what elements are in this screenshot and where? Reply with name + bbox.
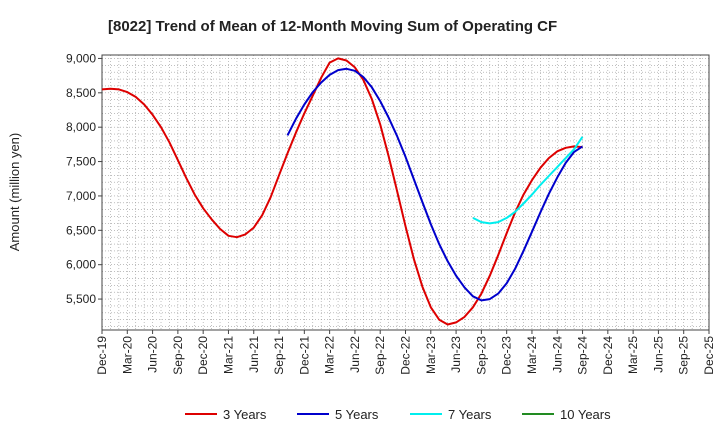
x-tick-label: Dec-25 <box>702 336 716 375</box>
x-tick-label: Jun-20 <box>146 336 160 373</box>
x-tick-label: Mar-21 <box>221 336 235 374</box>
x-tick-label: Mar-20 <box>120 336 134 374</box>
series-lines <box>101 57 584 326</box>
x-tick-label: Jun-23 <box>449 336 463 373</box>
legend-label: 5 Years <box>335 407 379 422</box>
x-tick-label: Jun-25 <box>651 336 665 373</box>
series-line-5-years <box>286 67 584 302</box>
series-line-3-years <box>101 57 583 326</box>
x-tick-label: Dec-21 <box>297 336 311 375</box>
x-tick-label: Sep-21 <box>272 336 286 375</box>
x-tick-label: Jun-21 <box>247 336 261 373</box>
y-axis: 5,500 6,000 6,500 7,000 7,500 8,000 8,500 9,000 <box>66 51 102 306</box>
x-tick-label: Sep-23 <box>474 336 488 375</box>
x-tick-label: Mar-23 <box>424 336 438 374</box>
x-tick-label: Sep-24 <box>576 336 590 375</box>
y-tick-label: 8,500 <box>66 86 96 100</box>
legend-label: 7 Years <box>448 407 492 422</box>
x-tick-label: Dec-23 <box>500 336 514 375</box>
y-tick-label: 5,500 <box>66 292 96 306</box>
x-tick-label: Dec-20 <box>196 336 210 375</box>
legend: 3 Years 5 Years 7 Years 10 Years <box>185 407 611 422</box>
y-tick-label: 9,000 <box>66 51 96 65</box>
chart-title: [8022] Trend of Mean of 12-Month Moving … <box>108 18 557 35</box>
y-axis-label: Amount (million yen) <box>7 133 22 252</box>
x-tick-label: Dec-19 <box>95 336 109 375</box>
x-tick-label: Dec-24 <box>601 336 615 375</box>
x-tick-label: Jun-22 <box>348 336 362 373</box>
x-tick-label: Mar-22 <box>323 336 337 374</box>
y-tick-label: 8,000 <box>66 120 96 134</box>
legend-label: 3 Years <box>223 407 267 422</box>
x-tick-label: Dec-22 <box>399 336 413 375</box>
y-tick-label: 6,500 <box>66 223 96 237</box>
x-tick-label: Sep-22 <box>373 336 387 375</box>
y-tick-label: 7,500 <box>66 155 96 169</box>
legend-label: 10 Years <box>560 407 611 422</box>
y-tick-label: 7,000 <box>66 189 96 203</box>
x-tick-label: Mar-25 <box>626 336 640 374</box>
series-line-7-years <box>472 136 584 225</box>
x-tick-label: Mar-24 <box>525 336 539 374</box>
x-tick-label: Sep-25 <box>677 336 691 375</box>
x-tick-label: Jun-24 <box>550 336 564 373</box>
y-tick-label: 6,000 <box>66 258 96 272</box>
x-tick-label: Sep-20 <box>171 336 185 375</box>
x-axis: Dec-19 Mar-20 Jun-20 Sep-20 Dec-20 Mar-21 Jun-… <box>95 330 716 375</box>
